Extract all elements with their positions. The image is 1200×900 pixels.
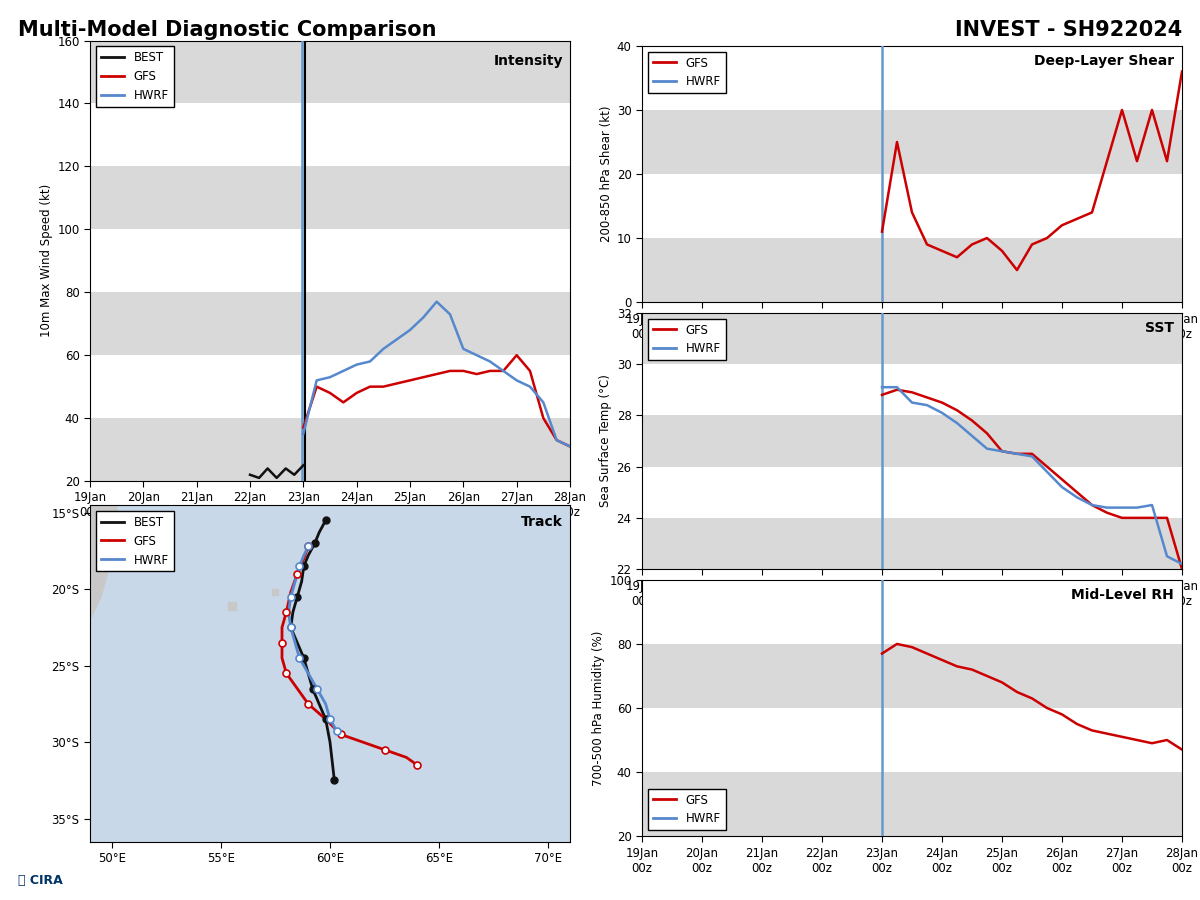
Text: Intensity: Intensity [493, 54, 563, 68]
Bar [642, 110, 1182, 174]
Text: Track: Track [521, 515, 563, 529]
Bar [642, 518, 1182, 569]
Polygon shape [0, 470, 120, 670]
Bar [90, 418, 570, 481]
Legend: GFS, HWRF: GFS, HWRF [648, 319, 726, 360]
Bar [90, 292, 570, 356]
Text: INVEST - SH922024: INVEST - SH922024 [955, 20, 1182, 40]
Legend: GFS, HWRF: GFS, HWRF [648, 52, 726, 94]
Legend: BEST, GFS, HWRF: BEST, GFS, HWRF [96, 511, 174, 572]
Text: Multi-Model Diagnostic Comparison: Multi-Model Diagnostic Comparison [18, 20, 437, 40]
Y-axis label: 10m Max Wind Speed (kt): 10m Max Wind Speed (kt) [40, 184, 53, 338]
Text: Mid-Level RH: Mid-Level RH [1072, 588, 1174, 601]
Y-axis label: 200-850 hPa Shear (kt): 200-850 hPa Shear (kt) [600, 106, 612, 242]
Bar [642, 238, 1182, 302]
Bar [642, 772, 1182, 836]
Bar [90, 40, 570, 104]
Bar [642, 644, 1182, 708]
Y-axis label: 700-500 hPa Humidity (%): 700-500 hPa Humidity (%) [592, 630, 605, 786]
Bar [90, 166, 570, 230]
Text: SST: SST [1145, 320, 1174, 335]
Bar [642, 313, 1182, 365]
Bar [642, 416, 1182, 466]
Text: Deep-Layer Shear: Deep-Layer Shear [1033, 54, 1174, 68]
Y-axis label: Sea Surface Temp (°C): Sea Surface Temp (°C) [600, 374, 612, 508]
Legend: BEST, GFS, HWRF: BEST, GFS, HWRF [96, 47, 174, 107]
Legend: GFS, HWRF: GFS, HWRF [648, 788, 726, 830]
Text: Ⓜ CIRA: Ⓜ CIRA [18, 874, 62, 886]
